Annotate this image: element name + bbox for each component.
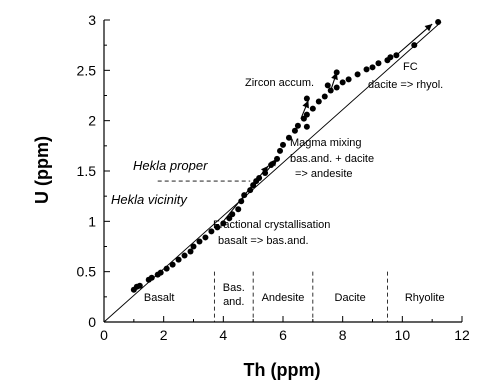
hekla-proper-label: Hekla proper (133, 158, 208, 173)
y-tick-label: 2.5 (77, 62, 97, 78)
data-point (190, 243, 197, 250)
process-arrows (222, 23, 433, 222)
data-point (214, 224, 221, 231)
axes: 0 2 4 6 8 10 12 0 0.5 1 1.5 2 2.5 3 (77, 12, 470, 343)
data-point (136, 282, 143, 289)
data-point (208, 228, 215, 235)
data-point (345, 76, 352, 83)
data-point (220, 220, 227, 227)
annotation-basalt-bas-and: basalt => bas.and. (218, 235, 309, 247)
data-point (291, 127, 298, 134)
data-point (235, 206, 242, 213)
y-tick-label: 0.5 (77, 264, 97, 280)
hekla-vicinity-label: Hekla vicinity (111, 192, 188, 207)
x-tick-label: 10 (395, 327, 411, 343)
x-tick-label: 2 (160, 327, 168, 343)
data-point (375, 60, 382, 67)
data-point (294, 122, 301, 129)
y-tick-label: 3 (88, 12, 96, 28)
data-point (309, 105, 316, 112)
x-tick-label: 8 (339, 327, 347, 343)
data-points (130, 19, 442, 293)
data-point (369, 64, 376, 71)
x-tick-label: 12 (454, 327, 470, 343)
y-tick-label: 1.5 (77, 163, 97, 179)
region-label: Andesite (262, 292, 305, 304)
data-point (277, 147, 284, 154)
data-point (333, 84, 340, 91)
data-point (163, 265, 170, 272)
annotation-bas-and-dacite: bas.and. + dacite (290, 153, 374, 165)
annotation-fc: FC (403, 61, 418, 73)
rock-regions: Basalt Bas. and. Andesite Dacite Rhyolite (144, 180, 445, 322)
data-point (411, 42, 418, 49)
data-point (247, 187, 254, 194)
data-point (169, 261, 176, 268)
data-point (175, 256, 182, 263)
mixing-arrow-head (269, 158, 278, 167)
zircon-arrow-2-head (302, 100, 309, 109)
data-point (303, 95, 310, 102)
region-label: Basalt (144, 292, 175, 304)
data-point (303, 111, 310, 118)
data-point (238, 198, 245, 205)
data-point (387, 54, 394, 61)
data-point (148, 274, 155, 281)
fc-basalt-arrow (222, 165, 269, 222)
data-point (324, 82, 331, 89)
data-point (363, 66, 370, 73)
y-axis-title: U (ppm) (32, 136, 52, 204)
region-label: Rhyolite (405, 292, 445, 304)
zircon-arrow-1-head (331, 72, 338, 81)
data-point (285, 134, 292, 141)
data-point (303, 123, 310, 130)
data-point (435, 19, 442, 26)
x-tick-label: 4 (219, 327, 227, 343)
annotation-magma-mixing: Magma mixing (290, 137, 362, 149)
y-tick-label: 2 (88, 113, 96, 129)
y-tick-label: 0 (88, 314, 96, 330)
x-tick-label: 0 (100, 327, 108, 343)
data-point (339, 79, 346, 86)
annotations: Zircon accum. FC dacite => rhyol. Magma … (111, 61, 443, 247)
data-point (202, 234, 209, 241)
region-label: Dacite (335, 292, 366, 304)
y-tick-label: 1 (88, 213, 96, 229)
annotation-andesite-result: => andesite (295, 168, 353, 180)
fc-dacite-arrow-head (424, 24, 433, 32)
data-point (196, 238, 203, 245)
data-point (187, 248, 194, 255)
region-label-line2: and. (223, 296, 244, 308)
annotation-fc-dacite-rhyol: dacite => rhyol. (368, 79, 443, 91)
data-point (157, 269, 164, 276)
data-point (181, 252, 188, 259)
data-point (354, 71, 361, 78)
data-point (280, 141, 286, 148)
data-point (315, 98, 322, 105)
fc-dacite-arrow (396, 23, 433, 56)
annotation-fractional-crystallisation: Fractional crystallisation (213, 219, 330, 231)
x-axis-title: Th (ppm) (244, 360, 321, 380)
annotation-zircon: Zircon accum. (245, 77, 314, 89)
x-tick-label: 6 (279, 327, 287, 343)
data-point (321, 93, 328, 100)
region-label: Bas. (223, 282, 245, 294)
